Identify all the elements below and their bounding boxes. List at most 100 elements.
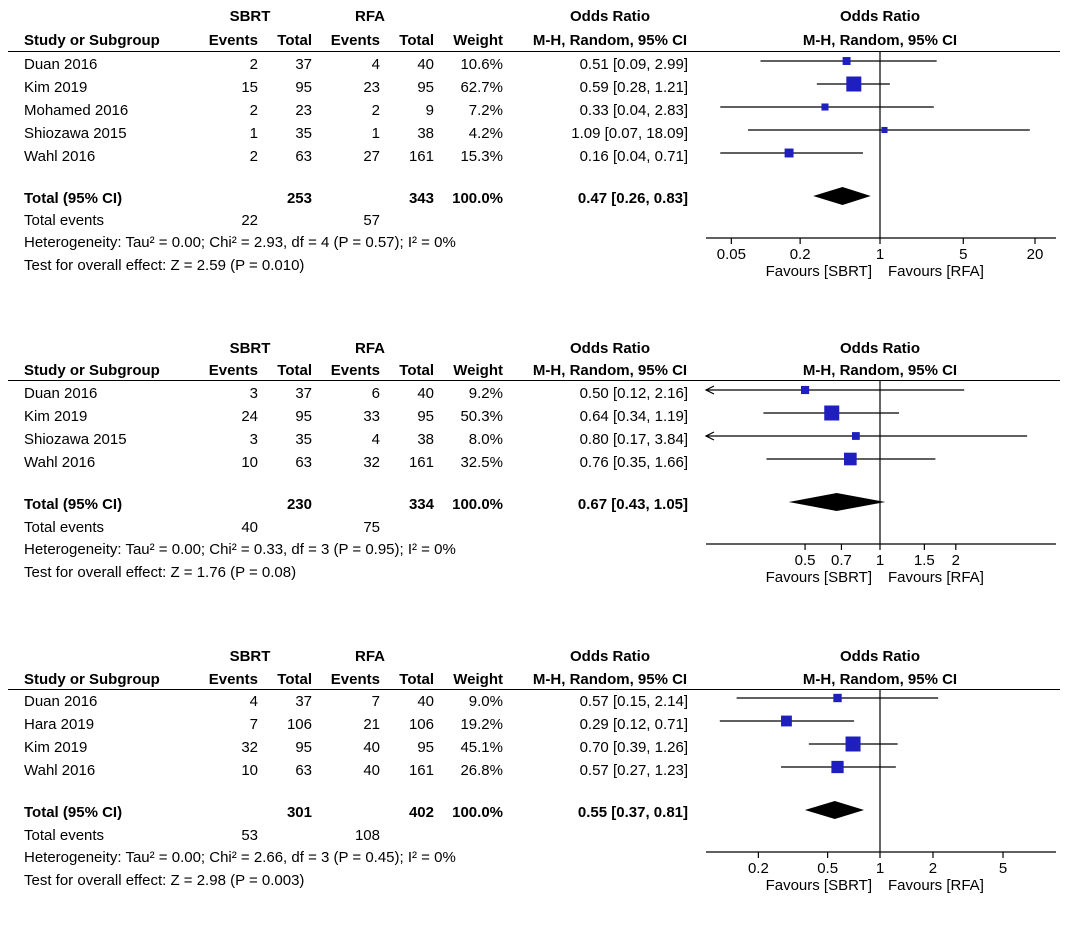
total1-sum: 253 [286, 190, 312, 207]
ci-value: 0.80 [0.17, 3.84] [579, 431, 688, 448]
forest-panel-1: SBRT RFA Odds Ratio Odds Ratio Study or … [0, 0, 1084, 300]
total-label: Total (95% CI) [24, 804, 123, 821]
effect-square [784, 148, 794, 158]
heterogeneity-text: Heterogeneity: Tau² = 0.00; Chi² = 2.66,… [24, 849, 456, 866]
total1-value: 37 [295, 385, 312, 402]
total1-column-header: Total [277, 362, 312, 379]
total1-value: 95 [295, 739, 312, 756]
total1-value: 35 [295, 431, 312, 448]
events1-value: 10 [241, 762, 258, 779]
overall-effect-text: Test for overall effect: Z = 1.76 (P = 0… [24, 564, 297, 581]
total2-value: 161 [408, 454, 434, 471]
total-events-label: Total events [24, 212, 105, 229]
method-column-header: M-H, Random, 95% CI [532, 671, 688, 688]
total2-sum: 402 [408, 804, 434, 821]
total2-sum: 343 [408, 190, 434, 207]
ci-value: 0.16 [0.04, 0.71] [579, 148, 688, 165]
events1-value: 3 [249, 385, 258, 402]
plot-method-header: M-H, Random, 95% CI [802, 671, 958, 688]
events2-value: 40 [363, 739, 380, 756]
events2-value: 21 [363, 716, 380, 733]
study-name: Kim 2019 [24, 739, 88, 756]
forest-plot-1: 0.05 0.2 1 5 20 Favours [SBRT] Favours [RFA] [706, 52, 1056, 280]
total1-value: 106 [286, 716, 312, 733]
events2-column-header: Events [330, 362, 380, 379]
events1-column-header: Events [208, 32, 258, 49]
effect-square [800, 385, 810, 395]
study-column-header: Study or Subgroup [24, 362, 160, 379]
events1-value: 24 [241, 408, 258, 425]
total1-value: 63 [295, 454, 312, 471]
events1-column-header: Events [208, 671, 258, 688]
events1-value: 3 [249, 431, 258, 448]
total2-value: 38 [417, 431, 434, 448]
odds-ratio-title-right: Odds Ratio [839, 8, 920, 25]
x-tick-label: 2 [952, 552, 960, 569]
total1-sum: 301 [286, 804, 312, 821]
ci-value: 0.57 [0.27, 1.23] [579, 762, 688, 779]
events2-value: 6 [371, 385, 380, 402]
study-name: Kim 2019 [24, 408, 88, 425]
forest-plot-2: 0.5 0.7 1 1.5 2 Favours [SBRT] Favours [RFA] [704, 381, 1056, 586]
ci-value: 0.51 [0.09, 2.99] [579, 56, 688, 73]
ci-arrow-left [704, 431, 715, 441]
total1-sum: 230 [286, 496, 312, 513]
total2-column-header: Total [399, 32, 434, 49]
ci-value: 0.33 [0.04, 2.83] [579, 102, 688, 119]
events2-column-header: Events [330, 32, 380, 49]
events1-value: 10 [241, 454, 258, 471]
study-column-header: Study or Subgroup [24, 671, 160, 688]
total2-value: 95 [417, 739, 434, 756]
study-name: Mohamed 2016 [24, 102, 129, 119]
events2-value: 40 [363, 762, 380, 779]
study-name: Duan 2016 [24, 693, 98, 710]
study-name: Hara 2019 [24, 716, 95, 733]
x-tick-label: 0.5 [795, 552, 816, 569]
ci-value: 1.09 [0.07, 18.09] [571, 125, 688, 142]
x-tick-label: 1.5 [914, 552, 935, 569]
weight-value: 9.2% [468, 385, 503, 402]
events2-value: 4 [371, 431, 380, 448]
events2-value: 33 [363, 408, 380, 425]
favours-left-label: Favours [SBRT] [766, 263, 872, 280]
ci-arrow-left [704, 385, 715, 395]
favours-right-label: Favours [RFA] [888, 263, 984, 280]
total2-value: 40 [417, 385, 434, 402]
effect-square [846, 76, 862, 92]
weight-value: 19.2% [460, 716, 503, 733]
heterogeneity-text: Heterogeneity: Tau² = 0.00; Chi² = 2.93,… [24, 234, 456, 251]
total-events1: 53 [241, 827, 258, 844]
total2-column-header: Total [399, 671, 434, 688]
weight-column-header: Weight [453, 671, 503, 688]
events1-value: 4 [249, 693, 258, 710]
total-events-label: Total events [24, 827, 105, 844]
events2-value: 1 [371, 125, 380, 142]
ci-value: 0.70 [0.39, 1.26] [579, 739, 688, 756]
weight-value: 8.0% [468, 431, 503, 448]
odds-ratio-title-left: Odds Ratio [569, 648, 650, 665]
total-label: Total (95% CI) [24, 496, 123, 513]
total1-value: 35 [295, 125, 312, 142]
total-events2: 75 [363, 519, 380, 536]
odds-ratio-title-left: Odds Ratio [569, 8, 650, 25]
weight-value: 4.2% [468, 125, 503, 142]
favours-right-label: Favours [RFA] [888, 877, 984, 894]
events1-value: 2 [249, 102, 258, 119]
events1-value: 32 [241, 739, 258, 756]
total-ci: 0.47 [0.26, 0.83] [577, 190, 688, 207]
x-tick-label: 0.5 [817, 860, 838, 877]
ci-value: 0.76 [0.35, 1.66] [579, 454, 688, 471]
ci-value: 0.29 [0.12, 0.71] [579, 716, 688, 733]
study-name: Wahl 2016 [24, 148, 96, 165]
group1-header: SBRT [229, 340, 271, 357]
x-tick-label: 1 [876, 860, 884, 877]
x-tick-label: 0.2 [790, 246, 811, 263]
header-divider [8, 689, 1060, 690]
header-divider [8, 51, 1060, 52]
header-divider [8, 380, 1060, 381]
total-label: Total (95% CI) [24, 190, 123, 207]
total2-value: 106 [408, 716, 434, 733]
odds-ratio-title-right: Odds Ratio [839, 340, 920, 357]
total2-value: 40 [417, 693, 434, 710]
total-weight: 100.0% [452, 804, 503, 821]
